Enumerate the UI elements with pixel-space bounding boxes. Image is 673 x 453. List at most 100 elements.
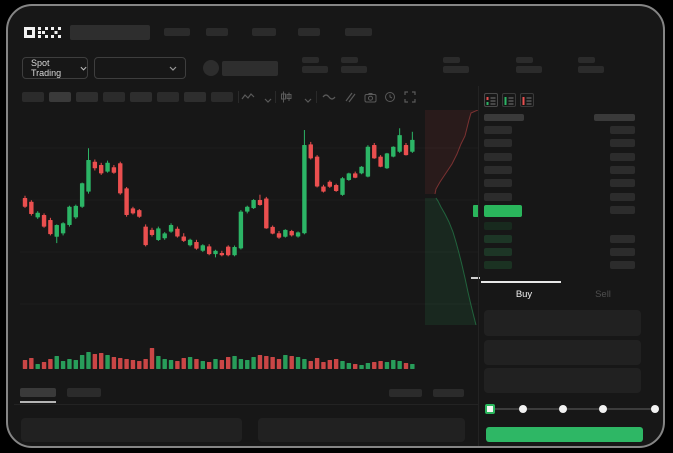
orderbook-last-price: [484, 205, 522, 217]
chevron-down-icon[interactable]: [301, 93, 315, 107]
chevron-down-icon: [80, 66, 87, 71]
market-type-label: Spot Trading: [31, 58, 62, 78]
orderbook-split-view-icon[interactable]: [484, 93, 498, 107]
line-tool-icon[interactable]: [241, 90, 255, 104]
timeframe-skeleton: [76, 92, 98, 102]
stat-label-skeleton: [341, 57, 358, 63]
panel-divider: [478, 86, 479, 446]
tab-sell[interactable]: Sell: [571, 283, 663, 306]
chevron-down-icon: [169, 66, 177, 71]
scroll-marker: [471, 277, 480, 279]
total-input-skeleton[interactable]: [484, 368, 641, 393]
nav-item-skeleton: [298, 28, 320, 36]
slider-dot[interactable]: [599, 405, 607, 413]
stat-value-skeleton: [578, 66, 604, 73]
orderbook-row-skeleton: [484, 261, 512, 269]
orderbook-row-skeleton: [610, 206, 635, 214]
orderbook-header-skeleton: [484, 114, 524, 121]
orderbook-row-skeleton: [484, 179, 512, 187]
stat-value-skeleton: [516, 66, 542, 73]
indicators-wave-icon[interactable]: [322, 90, 336, 104]
nav-item-skeleton: [164, 28, 190, 36]
orderbook-header-skeleton: [594, 114, 635, 121]
volume-bars: [22, 348, 415, 369]
draw-tools-icon[interactable]: [343, 90, 357, 104]
bottom-action-skeleton: [389, 389, 422, 397]
nav-item-skeleton: [252, 28, 276, 36]
timeframe-skeleton: [211, 92, 233, 102]
pair-name-skeleton: [222, 61, 278, 76]
orderbook-row-skeleton: [610, 179, 635, 187]
slider-dot[interactable]: [519, 405, 527, 413]
toolbar-divider: [316, 91, 317, 103]
sell-tab-label: Sell: [595, 289, 611, 300]
toolbar-divider: [275, 91, 276, 103]
orderbook-row-skeleton: [610, 248, 635, 256]
timeframe-skeleton: [22, 92, 44, 102]
buy-button[interactable]: [486, 427, 643, 442]
orderbook-row-skeleton: [484, 235, 512, 243]
stat-label-skeleton: [516, 57, 533, 63]
okx-logo[interactable]: [24, 25, 62, 40]
nav-item-skeleton: [345, 28, 372, 36]
orderbook-row-skeleton: [484, 153, 512, 161]
amount-input-skeleton[interactable]: [484, 340, 641, 365]
orders-panel-skeleton: [258, 418, 465, 442]
market-type-selector[interactable]: Spot Trading: [22, 57, 88, 79]
timeframe-skeleton: [157, 92, 179, 102]
screenshot-icon[interactable]: [363, 90, 377, 104]
orderbook-row-skeleton: [610, 126, 635, 134]
orderbook-row-skeleton: [484, 126, 512, 134]
orderbook-row-skeleton: [484, 139, 512, 147]
orderbook-bids-view-icon[interactable]: [502, 93, 516, 107]
orderbook-row-skeleton: [610, 235, 635, 243]
depth-overlay: [425, 110, 478, 325]
orderbook-row-skeleton: [610, 139, 635, 147]
toolbar-divider: [238, 91, 239, 103]
orderbook-row-skeleton: [610, 261, 635, 269]
timeframe-skeleton: [184, 92, 206, 102]
divider: [14, 404, 478, 405]
orders-panel-skeleton: [21, 418, 242, 442]
stat-label-skeleton: [302, 57, 319, 63]
stat-label-skeleton: [443, 57, 460, 63]
slider-dot[interactable]: [651, 405, 659, 413]
bottom-action-skeleton: [433, 389, 464, 397]
pair-selector-dropdown[interactable]: [94, 57, 186, 79]
app-window: Spot Trading: [6, 4, 665, 448]
orderbook-row-skeleton: [484, 193, 512, 201]
candle-type-icon[interactable]: [279, 90, 293, 104]
orderbook-asks-view-icon[interactable]: [520, 93, 534, 107]
stat-value-skeleton: [443, 66, 469, 73]
orderbook-row-skeleton: [484, 248, 512, 256]
timeframe-skeleton: [103, 92, 125, 102]
pair-icon-skeleton: [203, 60, 219, 76]
active-tab-underline: [20, 401, 56, 403]
orders-tab-skeleton[interactable]: [20, 388, 56, 397]
stat-value-skeleton: [302, 66, 328, 73]
settings-clock-icon[interactable]: [383, 90, 397, 104]
stat-value-skeleton: [341, 66, 367, 73]
orderbook-row-skeleton: [484, 166, 512, 174]
orderbook-row-skeleton: [610, 153, 635, 161]
fullscreen-icon[interactable]: [403, 90, 417, 104]
chevron-down-icon[interactable]: [261, 93, 275, 107]
stat-label-skeleton: [578, 57, 595, 63]
amount-slider-handle[interactable]: [485, 404, 495, 414]
amount-slider-track[interactable]: [489, 408, 656, 410]
price-input-skeleton[interactable]: [484, 310, 641, 336]
history-tab-skeleton[interactable]: [67, 388, 101, 397]
orderbook-row-skeleton: [610, 193, 635, 201]
nav-item-skeleton: [206, 28, 228, 36]
slider-dot[interactable]: [559, 405, 567, 413]
buy-tab-label: Buy: [515, 289, 533, 300]
timeframe-skeleton: [130, 92, 152, 102]
last-price-marker: [473, 205, 479, 217]
candlestick-chart[interactable]: [20, 110, 478, 330]
tab-buy[interactable]: Buy: [478, 283, 571, 306]
search-skeleton: [70, 25, 150, 40]
buy-tab-indicator: [481, 281, 561, 283]
orderbook-row-skeleton: [484, 222, 512, 230]
timeframe-skeleton: [49, 92, 71, 102]
